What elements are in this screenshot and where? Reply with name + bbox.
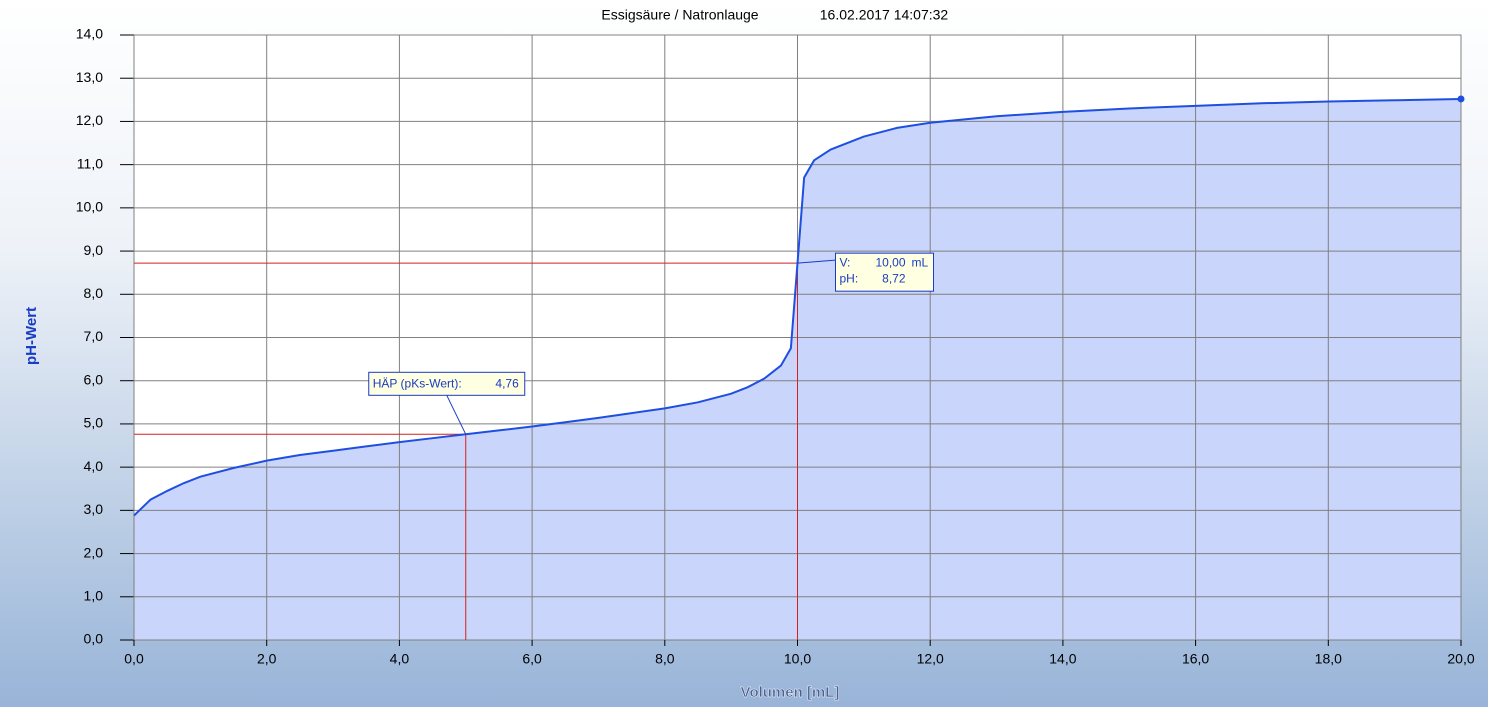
chart-subtitle: 16.02.2017 14:07:32 (820, 7, 949, 23)
line (133, 97, 1462, 517)
x-axis-label: Volumen [mL] (741, 684, 840, 701)
y-tick-label: 8,0 (84, 285, 104, 301)
y-tick-label: 14,0 (76, 26, 103, 42)
y-tick-label: 4,0 (84, 458, 104, 474)
annotation-value: 4,76 (495, 376, 519, 390)
x-tick-label: 14,0 (1049, 651, 1076, 667)
x-tick-label: 16,0 (1182, 651, 1209, 667)
y-tick-label: 7,0 (84, 328, 104, 344)
y-tick-label: 13,0 (76, 69, 103, 85)
x-tick-label: 10,0 (784, 651, 811, 667)
pointer (797, 259, 836, 264)
annotation-box (368, 371, 526, 396)
y-tick-label: 2,0 (84, 544, 104, 560)
y-tick-label: 12,0 (76, 112, 103, 128)
annotation-text: V: (840, 255, 851, 269)
y-tick-label: 1,0 (84, 587, 104, 603)
annotation-value: 8,72 (882, 271, 906, 285)
annotation-box (835, 252, 934, 292)
x-tick-label: 20,0 (1447, 651, 1474, 667)
y-tick-label: 9,0 (84, 242, 104, 258)
y-tick-label: 5,0 (84, 415, 104, 431)
x-tick-label: 8,0 (655, 651, 675, 667)
x-tick-label: 2,0 (257, 651, 277, 667)
annotation-text: pH: (840, 271, 859, 285)
y-tick-label: 10,0 (76, 199, 103, 215)
pointer (446, 395, 467, 435)
annotation-unit: mL (912, 255, 929, 269)
annotation-text: HÄP (pKs-Wert): (373, 376, 462, 390)
y-tick-label: 11,0 (77, 155, 103, 171)
x-tick-label: 4,0 (390, 651, 410, 667)
chart-title: Essigsäure / Natronlauge (601, 7, 758, 23)
x-tick-label: 12,0 (917, 651, 944, 667)
x-tick-label: 18,0 (1315, 651, 1342, 667)
annotation-value: 10,00 (875, 255, 905, 269)
y-tick-label: 6,0 (84, 371, 104, 387)
y-tick-label: 0,0 (84, 631, 104, 647)
y-tick-label: 3,0 (84, 501, 104, 517)
end-point (1457, 95, 1465, 103)
x-tick-label: 0,0 (124, 651, 144, 667)
x-tick-label: 6,0 (522, 651, 542, 667)
y-axis-label: pH-Wert (23, 307, 40, 365)
